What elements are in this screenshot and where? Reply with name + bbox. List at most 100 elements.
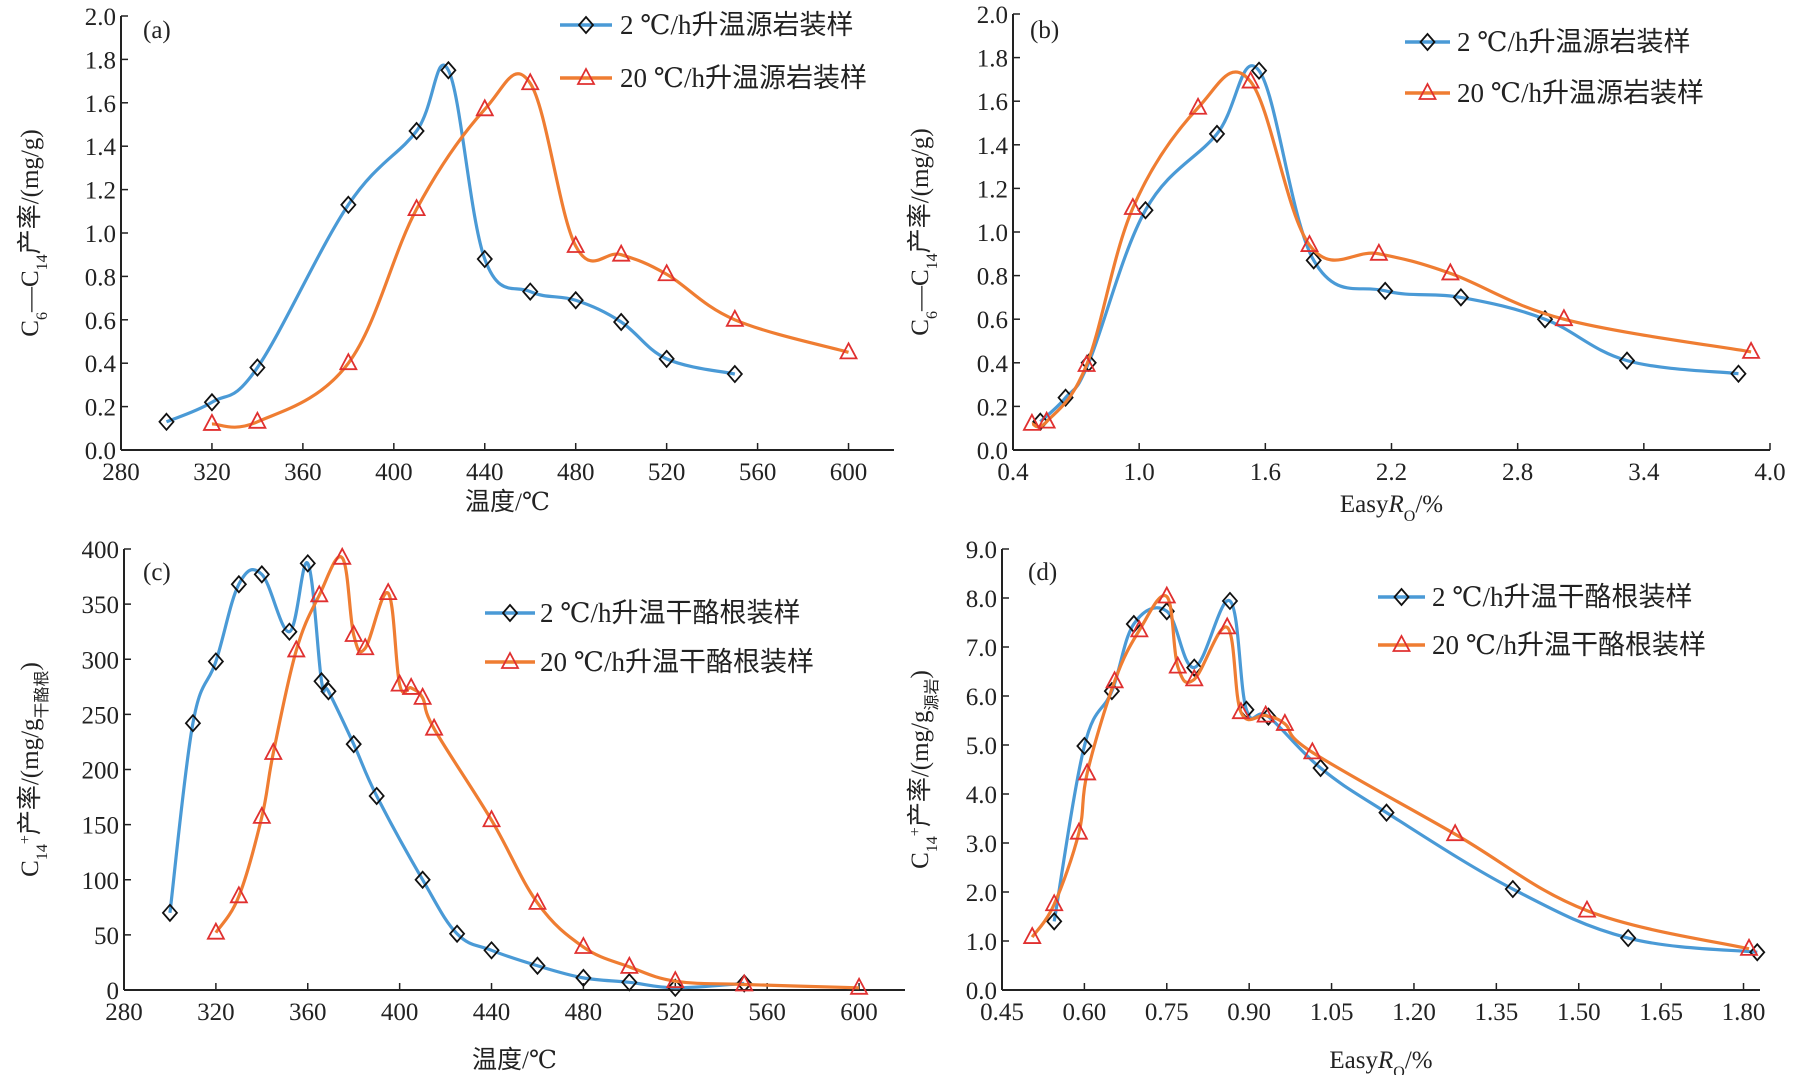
x-tick-label: 320	[197, 999, 235, 1026]
y-tick-label: 6.0	[966, 684, 997, 711]
triangle-marker	[1077, 762, 1097, 781]
series-20c	[206, 546, 869, 995]
diamond-marker	[249, 358, 266, 377]
diamond-marker	[207, 652, 225, 671]
x-tick-label: 1.50	[1557, 999, 1601, 1026]
triangle-marker	[527, 891, 547, 910]
legend-label: 20 ℃/h升温源岩装样	[1457, 78, 1704, 108]
legend-item: 20 ℃/h升温源岩装样	[1405, 78, 1704, 108]
diamond-marker	[567, 290, 584, 310]
triangle-marker	[619, 955, 639, 974]
triangle-marker	[734, 973, 754, 992]
triangle-marker	[206, 921, 226, 940]
chart-panel-a: 280 320 360 400 440 480 520 560 600 0.0 0.2 0.4 0.6 0…	[16, 4, 894, 516]
panel-label: (d)	[1028, 559, 1057, 586]
label-part: —C	[907, 269, 934, 312]
y-tick-label: 3.0	[966, 831, 997, 858]
triangle-marker	[1741, 340, 1761, 359]
x-tick-label: 560	[739, 459, 777, 486]
triangle-marker	[413, 686, 433, 705]
panel-label: (c)	[143, 559, 171, 586]
series-20c	[1022, 70, 1761, 431]
y-tick-label: 100	[82, 868, 120, 895]
triangle-marker	[407, 198, 427, 217]
label-part: 干酪根	[33, 670, 51, 718]
triangle-marker	[1022, 412, 1042, 431]
x-tick-label: 360	[284, 459, 322, 486]
triangle-marker	[839, 341, 859, 360]
diamond-marker	[501, 603, 519, 623]
triangle-marker	[355, 637, 375, 656]
diamond-marker	[313, 671, 330, 691]
x-tick-label: 280	[102, 459, 140, 486]
diamond-marker	[726, 364, 744, 384]
diamond-marker	[575, 968, 592, 988]
label-part: /%	[1415, 491, 1443, 518]
triangle-marker	[1418, 82, 1437, 100]
series-line	[165, 63, 736, 424]
triangle-marker	[1440, 262, 1460, 281]
triangle-marker	[576, 67, 596, 85]
diamond-marker	[448, 924, 466, 944]
diamond-marker	[1045, 912, 1063, 931]
diamond-marker	[414, 870, 431, 890]
label-part: Easy	[1340, 491, 1389, 518]
triangle-marker	[1188, 96, 1208, 115]
diamond-marker	[1393, 587, 1410, 607]
x-tick-label: 560	[748, 999, 786, 1026]
triangle-marker	[1123, 197, 1143, 215]
diamond-marker	[299, 553, 316, 573]
diamond-marker	[577, 15, 595, 35]
y-tick-label: 0.8	[85, 264, 116, 291]
triangle-marker	[263, 742, 283, 760]
triangle-marker	[657, 263, 677, 282]
y-tick-label: 300	[82, 647, 120, 674]
x-tick-label: 0.45	[980, 999, 1024, 1026]
diamond-marker	[1103, 681, 1121, 701]
panel-label: (b)	[1030, 17, 1059, 44]
triangle-marker	[1231, 701, 1251, 720]
triangle-marker	[1217, 616, 1237, 635]
y-tick-label: 1.0	[85, 221, 116, 248]
series-20c	[1022, 585, 1759, 956]
x-tick-label: 1.35	[1474, 999, 1518, 1026]
label-part: 6	[34, 312, 51, 320]
legend-label: 20 ℃/h升温源岩装样	[620, 63, 867, 93]
diamond-marker	[281, 622, 298, 642]
diamond-marker	[320, 681, 337, 701]
x-tick-label: 2.8	[1502, 459, 1533, 486]
diamond-marker	[1186, 658, 1203, 677]
diamond-marker	[1378, 803, 1395, 822]
triangle-marker	[1184, 668, 1204, 687]
diamond-marker	[667, 978, 684, 998]
legend-label: 20 ℃/h升温干酪根装样	[540, 647, 814, 677]
x-tick-label: 440	[466, 459, 504, 486]
y-tick-label: 7.0	[966, 635, 997, 662]
diamond-marker	[440, 60, 457, 80]
triangle-marker	[1105, 670, 1125, 689]
series-line	[214, 555, 860, 990]
diamond-marker	[203, 392, 221, 412]
y-tick-label: 200	[82, 758, 120, 785]
legend-item: 2 ℃/h升温源岩装样	[560, 10, 853, 40]
triangle-marker	[332, 546, 352, 565]
triangle-marker	[665, 970, 685, 989]
y-tick-label: 1.0	[966, 929, 997, 956]
series-line	[1039, 64, 1739, 423]
triangle-marker	[1022, 926, 1042, 944]
diamond-marker	[1076, 736, 1093, 756]
triangle-marker	[401, 677, 421, 695]
label-part: 6	[924, 311, 941, 319]
triangle-marker	[1157, 585, 1177, 604]
x-tick-label: 1.05	[1310, 999, 1354, 1026]
triangle-marker	[229, 885, 249, 904]
triangle-marker	[1044, 893, 1064, 912]
triangle-marker	[424, 717, 444, 736]
legend-label: 2 ℃/h升温源岩装样	[1457, 27, 1690, 57]
x-tick-label: 400	[381, 999, 419, 1026]
triangle-marker	[611, 243, 631, 262]
legend-label: 2 ℃/h升温干酪根装样	[1432, 582, 1692, 612]
label-part: 产率/(mg/g)	[16, 129, 44, 254]
diamond-marker	[1419, 32, 1436, 52]
